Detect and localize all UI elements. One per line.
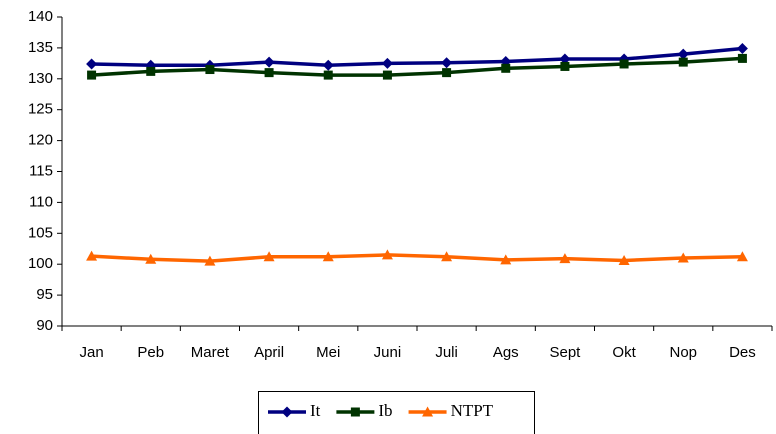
x-tick-label: Peb <box>137 344 164 361</box>
data-point <box>86 250 98 261</box>
data-point <box>618 254 630 265</box>
legend-marker <box>422 406 434 417</box>
data-point <box>323 70 333 80</box>
data-point <box>146 66 156 76</box>
data-point <box>501 63 511 73</box>
x-tick-label: April <box>254 344 284 361</box>
data-point <box>86 58 98 70</box>
data-point <box>559 53 571 65</box>
data-point <box>382 70 392 80</box>
series-line <box>91 56 743 77</box>
data-point <box>736 251 748 262</box>
data-point <box>204 255 216 266</box>
y-tick-label: 100 <box>28 255 53 272</box>
data-point <box>263 56 275 68</box>
legend-marker <box>350 407 360 417</box>
data-point <box>619 59 629 69</box>
legend-label: NTPT <box>451 401 494 420</box>
data-point <box>441 57 453 69</box>
series-line <box>91 46 743 67</box>
y-tick-label: 95 <box>36 286 53 303</box>
data-point <box>560 61 570 71</box>
data-point <box>500 254 512 265</box>
data-point <box>678 57 688 67</box>
legend-marker <box>281 406 293 418</box>
x-tick-label: Juli <box>435 344 458 361</box>
x-tick-label: Jan <box>79 344 103 361</box>
x-tick-label: Ags <box>493 344 519 361</box>
y-tick-label: 105 <box>28 224 53 241</box>
x-tick-label: Sept <box>549 344 581 361</box>
x-tick-label: Nop <box>669 344 697 361</box>
x-tick-label: Juni <box>374 344 402 361</box>
data-point <box>500 55 512 67</box>
data-point <box>381 57 393 69</box>
legend-label: It <box>310 401 321 420</box>
data-point <box>441 251 453 262</box>
x-tick-label: Des <box>729 344 756 361</box>
data-point <box>737 53 747 63</box>
data-point <box>559 253 571 264</box>
y-tick-label: 140 <box>28 8 53 25</box>
x-tick-label: Maret <box>191 344 230 361</box>
y-tick-label: 125 <box>28 101 53 118</box>
data-point <box>677 48 689 60</box>
y-tick-label: 115 <box>29 162 53 179</box>
data-point <box>322 251 334 262</box>
series-line <box>91 253 743 263</box>
x-tick-label: Mei <box>316 344 340 361</box>
data-point <box>145 253 157 264</box>
data-point <box>263 251 275 262</box>
legend-label: Ib <box>378 401 392 420</box>
y-tick-label: 120 <box>28 132 53 149</box>
data-point <box>264 68 274 78</box>
data-point <box>442 68 452 78</box>
data-point <box>736 43 748 55</box>
y-tick-label: 110 <box>29 193 53 210</box>
data-point <box>677 252 689 263</box>
data-point <box>205 65 215 75</box>
x-tick-label: Okt <box>612 344 636 361</box>
data-point <box>381 249 393 260</box>
data-point <box>87 70 97 80</box>
y-tick-label: 130 <box>28 70 53 87</box>
y-tick-label: 135 <box>28 39 53 56</box>
data-point <box>322 59 334 71</box>
data-point <box>618 53 630 65</box>
y-tick-label: 90 <box>36 317 53 334</box>
